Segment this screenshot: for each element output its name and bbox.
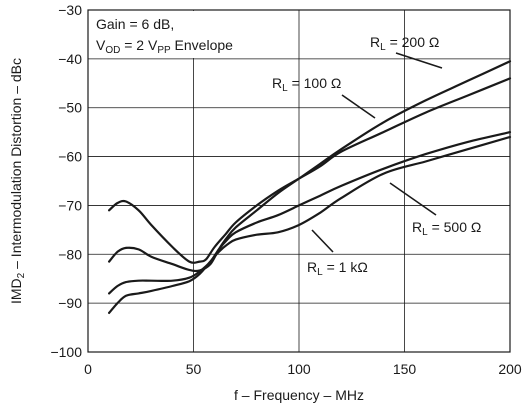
y-tick-label: −80 xyxy=(58,246,82,262)
y-tick-label: −100 xyxy=(50,344,82,360)
y-tick-label: −30 xyxy=(58,2,82,18)
x-tick-label: 150 xyxy=(393,361,417,377)
grid xyxy=(87,9,511,353)
y-axis-label: IMD2 – Intermodulation Distortion – dBc xyxy=(8,58,27,304)
x-tick-label: 0 xyxy=(84,361,92,377)
series-label-500-ohm: RL = 500 Ω xyxy=(412,219,481,238)
series-line-100-ohm xyxy=(108,77,512,264)
leader-lines xyxy=(311,52,443,253)
y-tick-label: −70 xyxy=(58,197,82,213)
conditions-line-1: Gain = 6 dB, xyxy=(96,16,174,32)
leader-500-ohm xyxy=(389,182,437,216)
plot-frame xyxy=(87,9,511,353)
x-tick-labels: 0 50 100 150 200 xyxy=(84,361,522,377)
series-label-100-ohm: RL = 100 Ω xyxy=(272,75,341,94)
conditions-note-background xyxy=(89,11,281,58)
series-line-500-ohm xyxy=(108,131,512,295)
y-tick-label: −50 xyxy=(58,100,82,116)
series-label-1k-ohm: RL = 1 kΩ xyxy=(307,259,368,278)
x-tick-label: 50 xyxy=(186,361,202,377)
series-line-200-ohm xyxy=(108,60,512,273)
x-tick-label: 200 xyxy=(498,361,522,377)
y-tick-labels: −30 −40 −50 −60 −70 −80 −90 −100 xyxy=(50,2,82,360)
y-tick-label: −60 xyxy=(58,149,82,165)
y-tick-label: −40 xyxy=(58,51,82,67)
series-labels: RL = 200 Ω RL = 100 Ω RL = 500 Ω RL = 1 … xyxy=(272,34,481,278)
y-tick-label: −90 xyxy=(58,295,82,311)
leader-1k-ohm xyxy=(311,229,334,253)
x-axis-label: f – Frequency – MHz xyxy=(234,387,364,403)
conditions-note: Gain = 6 dB, VOD = 2 VPP Envelope xyxy=(89,11,281,58)
conditions-line-2: VOD = 2 VPP Envelope xyxy=(96,37,233,56)
series-label-200-ohm: RL = 200 Ω xyxy=(370,34,439,53)
curves xyxy=(108,60,512,314)
leader-200-ohm xyxy=(395,52,443,69)
leader-100-ohm xyxy=(341,94,376,119)
series-line-1k-ohm xyxy=(108,135,512,314)
x-tick-label: 100 xyxy=(287,361,311,377)
